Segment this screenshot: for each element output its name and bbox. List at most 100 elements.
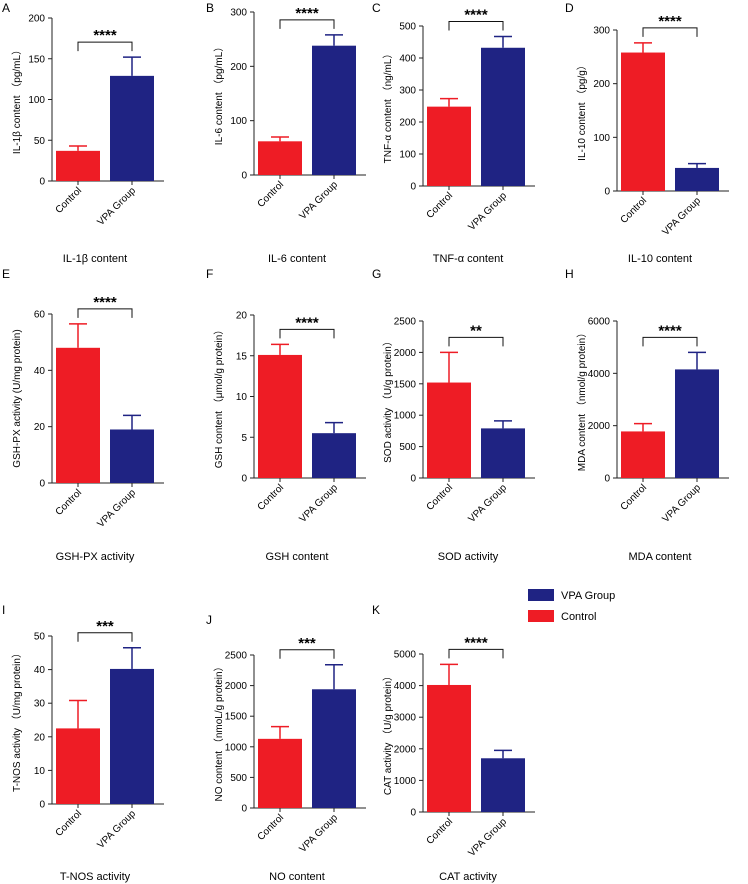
y-tick-label: 40: [34, 665, 46, 676]
chart-panel-i: I 0 10 20 30 40 50 T-NOS activity （U/mg protein…: [2, 603, 164, 883]
y-tick-label: 500: [230, 773, 247, 784]
significance-stars: ****: [464, 634, 488, 651]
y-tick-label: 0: [604, 187, 610, 198]
y-tick-label: 2500: [225, 651, 248, 662]
y-tick-label: 150: [28, 54, 45, 65]
y-tick-label: 20: [34, 422, 46, 433]
panel-label-j: J: [206, 613, 212, 627]
significance-bracket: [279, 328, 335, 339]
x-tick-label-vpa-group: VPA Group: [95, 487, 138, 530]
x-tick-label-vpa-group: VPA Group: [466, 816, 509, 859]
y-tick-label: 60: [34, 310, 46, 321]
x-tick-label-control: Control: [256, 179, 287, 210]
significance-stars: **: [470, 322, 482, 339]
y-axis-label: GSH-PX activity (U/mg protein): [12, 329, 23, 467]
y-tick-label: 0: [39, 479, 45, 490]
panel-label-i: I: [2, 603, 5, 617]
x-tick-label-control: Control: [54, 808, 85, 839]
y-axis-label: SOD activity （U/g protein）: [382, 336, 394, 463]
significance-bracket: [279, 19, 335, 29]
y-tick-label: 50: [34, 136, 46, 147]
chart-title: T-NOS activity: [60, 871, 131, 883]
chart-panel-d: D 0 100 200 300 IL-10 content （pg/g） Control VP…: [565, 1, 729, 265]
y-tick-label: 0: [241, 804, 247, 815]
y-tick-label: 2500: [394, 317, 417, 328]
y-tick-label: 15: [236, 351, 248, 362]
chart-title: TNF-α content: [433, 253, 504, 265]
y-tick-label: 2000: [394, 744, 417, 755]
x-tick-label-vpa-group: VPA Group: [466, 482, 509, 525]
y-tick-label: 0: [410, 182, 416, 193]
y-tick-label: 0: [410, 808, 416, 819]
x-tick-label-control: Control: [256, 812, 287, 843]
y-axis-label: IL-6 content （pg/mL）: [213, 42, 225, 145]
legend-swatch-vpa-group: [528, 589, 554, 601]
y-tick-label: 200: [399, 118, 416, 129]
y-tick-label: 2000: [588, 421, 611, 432]
bar-vpa-group: [481, 428, 525, 478]
y-axis-label: NO content （nmoL/g protein）: [213, 661, 225, 801]
y-tick-label: 6000: [588, 317, 611, 328]
bar-control: [427, 382, 471, 478]
y-tick-label: 2000: [394, 348, 417, 359]
bar-vpa-group: [110, 429, 154, 483]
y-tick-label: 300: [399, 86, 416, 97]
legend-label-control: Control: [561, 611, 596, 623]
y-tick-label: 20: [236, 311, 248, 322]
bar-vpa-group: [675, 167, 719, 191]
chart-title: SOD activity: [438, 551, 499, 563]
bar-control: [258, 738, 302, 808]
bar-vpa-group: [110, 75, 154, 181]
x-tick-label-vpa-group: VPA Group: [297, 812, 340, 855]
y-tick-label: 0: [604, 474, 610, 485]
panel-label-a: A: [2, 1, 10, 15]
x-tick-label-control: Control: [54, 487, 85, 518]
y-tick-label: 1000: [394, 776, 417, 787]
significance-bracket: [448, 336, 504, 347]
y-tick-label: 300: [593, 26, 610, 37]
chart-title: GSH-PX activity: [56, 551, 135, 563]
bar-control: [621, 431, 665, 478]
chart-title: NO content: [269, 871, 325, 883]
y-tick-label: 0: [39, 800, 45, 811]
chart-panel-f: F 0 5 10 15 20 GSH content （μmol/g protein） Con…: [206, 267, 366, 563]
chart-panel-c: C 0 100 200 300 400 500 TNF-α content （ng/mL） Co…: [372, 1, 535, 265]
significance-bracket: [77, 632, 133, 642]
panel-label-e: E: [2, 267, 10, 281]
y-tick-label: 1000: [394, 411, 417, 422]
bar-vpa-group: [312, 689, 356, 808]
significance-stars: ****: [658, 322, 682, 339]
y-tick-label: 20: [34, 732, 46, 743]
y-tick-label: 0: [410, 474, 416, 485]
chart-title: IL-6 content: [268, 253, 326, 265]
bar-vpa-group: [481, 758, 525, 812]
chart-title: IL-1β content: [63, 253, 127, 265]
y-tick-label: 0: [39, 177, 45, 188]
panel-label-b: B: [206, 1, 214, 15]
x-tick-label-control: Control: [425, 190, 456, 221]
x-tick-label-control: Control: [54, 185, 85, 216]
bar-control: [427, 106, 471, 186]
y-axis-label: MDA content （nmol/g protein）: [576, 328, 588, 471]
x-tick-label-vpa-group: VPA Group: [466, 190, 509, 233]
chart-title: IL-10 content: [628, 253, 692, 265]
chart-panel-e: E 0 20 40 60 GSH-PX activity (U/mg protein) Co…: [2, 267, 164, 563]
legend-swatch-control: [528, 610, 554, 622]
y-axis-label: GSH content （μmol/g protein）: [213, 325, 225, 469]
chart-panel-b: B 0 100 200 300 IL-6 content （pg/mL） Control VP…: [206, 1, 366, 265]
y-tick-label: 10: [236, 392, 248, 403]
x-tick-label-vpa-group: VPA Group: [297, 482, 340, 525]
significance-stars: ****: [658, 13, 682, 30]
y-axis-label: IL-1β content （pg/mL）: [11, 45, 23, 154]
x-tick-label-vpa-group: VPA Group: [660, 482, 703, 525]
x-tick-label-vpa-group: VPA Group: [95, 808, 138, 851]
significance-stars: ****: [93, 27, 117, 44]
bar-vpa-group: [675, 369, 719, 478]
x-tick-label-control: Control: [619, 195, 650, 226]
bar-vpa-group: [312, 433, 356, 478]
y-tick-label: 200: [593, 79, 610, 90]
